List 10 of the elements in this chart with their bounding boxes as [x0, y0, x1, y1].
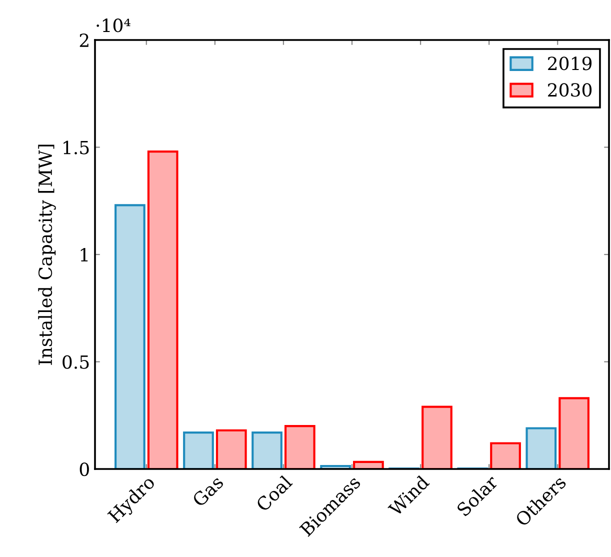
y-tick-label: 1 [80, 248, 88, 262]
y-tick-label: 2 [80, 33, 88, 47]
y-axis-title: Installed Capacity [MW] [38, 144, 56, 365]
legend-label: 2019 [548, 56, 592, 70]
text: ·10⁴ [96, 18, 130, 32]
y-tick-label: 1.5 [64, 140, 89, 154]
x-tick-label: Gas [192, 474, 224, 508]
y-tick-label: 0.5 [62, 355, 89, 369]
legend-label: 2030 [548, 83, 592, 97]
y-tick-label: 0 [80, 462, 89, 476]
